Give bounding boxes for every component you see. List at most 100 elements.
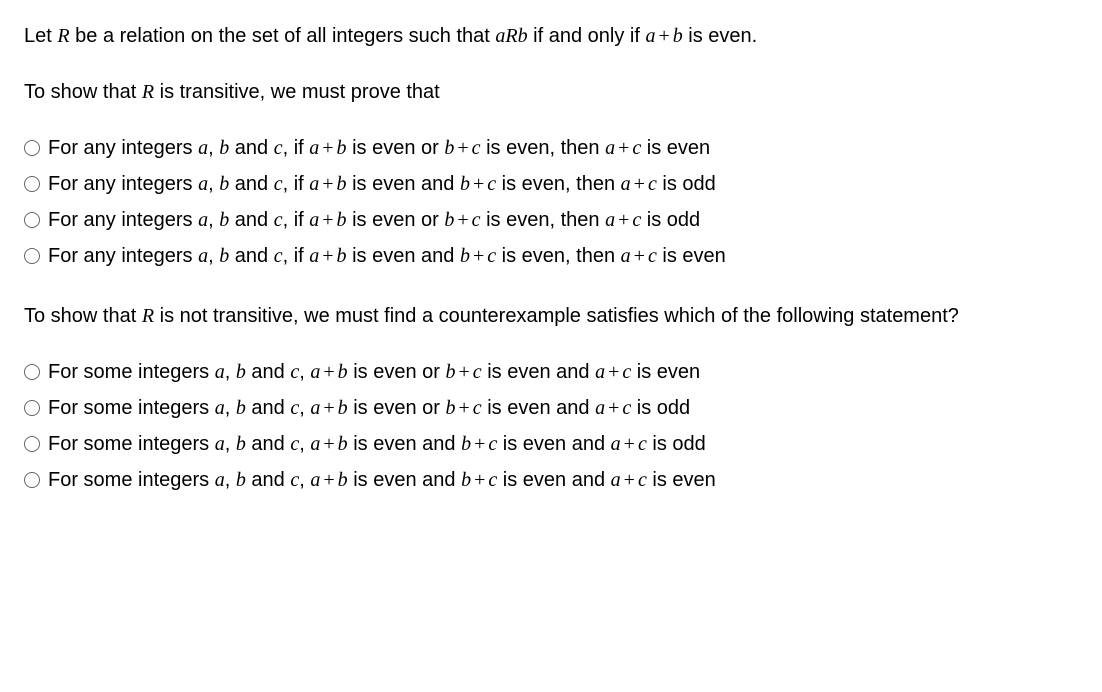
math-span: + [320, 361, 337, 383]
math-span: + [454, 137, 471, 159]
math-span: + [320, 433, 337, 455]
text-span: is odd [657, 173, 716, 195]
math-span: a [595, 397, 605, 419]
math-span: a [198, 137, 208, 159]
math-span: a [309, 137, 319, 159]
math-span: c [622, 397, 631, 419]
math-span: c [290, 397, 299, 419]
text-span: is even and [347, 173, 460, 195]
text-span: For some integers [48, 469, 215, 491]
math-span: a [310, 397, 320, 419]
text-span: For some integers [48, 433, 215, 455]
math-span: c [274, 209, 283, 231]
question-2-options: For some integers a, b and c, a+b is eve… [24, 356, 1078, 496]
math-span: + [455, 361, 472, 383]
math-span: c [487, 245, 496, 267]
math-span: + [470, 245, 487, 267]
text-span: and [229, 173, 273, 195]
radio-button[interactable] [24, 472, 40, 488]
option-row[interactable]: For some integers a, b and c, a+b is eve… [24, 392, 1078, 424]
option-text: For some integers a, b and c, a+b is eve… [48, 464, 1078, 496]
option-row[interactable]: For some integers a, b and c, a+b is eve… [24, 356, 1078, 388]
text-span: , if [283, 137, 310, 159]
math-span: + [319, 173, 336, 195]
math-span: c [638, 433, 647, 455]
math-span: + [631, 245, 648, 267]
math-span: a [309, 173, 319, 195]
text-span: is odd [647, 433, 706, 455]
text-span: is even and [497, 469, 610, 491]
intro-text-4: is even. [683, 25, 757, 47]
option-row[interactable]: For any integers a, b and c, if a+b is e… [24, 240, 1078, 272]
math-span: b [219, 137, 229, 159]
radio-button[interactable] [24, 364, 40, 380]
math-span: a [309, 209, 319, 231]
text-span: For any integers [48, 173, 198, 195]
math-span: b [338, 433, 348, 455]
text-span: is even or [348, 361, 446, 383]
q1-text-1: To show that [24, 81, 142, 103]
math-span: a [605, 209, 615, 231]
text-span: is even [631, 361, 700, 383]
intro-text-3: if and only if [528, 25, 646, 47]
radio-button[interactable] [24, 140, 40, 156]
math-span: + [631, 173, 648, 195]
math-span: c [648, 245, 657, 267]
radio-button[interactable] [24, 248, 40, 264]
radio-button[interactable] [24, 212, 40, 228]
option-text: For any integers a, b and c, if a+b is e… [48, 168, 1078, 200]
option-row[interactable]: For some integers a, b and c, a+b is eve… [24, 464, 1078, 496]
math-span: b [337, 209, 347, 231]
text-span: , [208, 137, 219, 159]
question-2-prompt: To show that R is not transitive, we mus… [24, 300, 1078, 332]
math-span: a [310, 361, 320, 383]
radio-button[interactable] [24, 176, 40, 192]
math-span: b [460, 173, 470, 195]
math-span: b [445, 397, 455, 419]
text-span: is even [657, 245, 726, 267]
radio-button[interactable] [24, 400, 40, 416]
math-span: b [444, 137, 454, 159]
math-span: b [338, 397, 348, 419]
text-span: , [225, 469, 236, 491]
option-row[interactable]: For some integers a, b and c, a+b is eve… [24, 428, 1078, 460]
math-span: b [460, 245, 470, 267]
option-text: For some integers a, b and c, a+b is eve… [48, 428, 1078, 460]
math-aRb: aRb [495, 25, 527, 47]
math-span: + [621, 433, 638, 455]
text-span: , if [283, 173, 310, 195]
math-span: + [320, 469, 337, 491]
math-span: c [488, 433, 497, 455]
math-span: a [215, 433, 225, 455]
math-span: c [622, 361, 631, 383]
intro-paragraph: Let R be a relation on the set of all in… [24, 20, 1078, 52]
math-span: + [605, 361, 622, 383]
math-span: a [198, 245, 208, 267]
math-span: c [290, 433, 299, 455]
text-span: , [299, 397, 310, 419]
text-span: , [225, 397, 236, 419]
math-span: a [621, 173, 631, 195]
math-R: R [142, 81, 154, 103]
text-span: is even or [348, 397, 446, 419]
math-span: + [470, 173, 487, 195]
math-span: + [319, 209, 336, 231]
math-R: R [142, 305, 154, 327]
math-span: c [472, 209, 481, 231]
math-span: c [290, 361, 299, 383]
radio-button[interactable] [24, 436, 40, 452]
text-span: and [246, 433, 290, 455]
math-span: + [471, 433, 488, 455]
math-span: c [472, 137, 481, 159]
option-text: For any integers a, b and c, if a+b is e… [48, 132, 1078, 164]
option-row[interactable]: For any integers a, b and c, if a+b is e… [24, 168, 1078, 200]
text-span: is even [647, 469, 716, 491]
option-row[interactable]: For any integers a, b and c, if a+b is e… [24, 132, 1078, 164]
math-span: a [605, 137, 615, 159]
text-span: For some integers [48, 361, 215, 383]
text-span: , if [283, 209, 310, 231]
math-span: c [290, 469, 299, 491]
option-row[interactable]: For any integers a, b and c, if a+b is e… [24, 204, 1078, 236]
text-span: For some integers [48, 397, 215, 419]
text-span: is odd [631, 397, 690, 419]
